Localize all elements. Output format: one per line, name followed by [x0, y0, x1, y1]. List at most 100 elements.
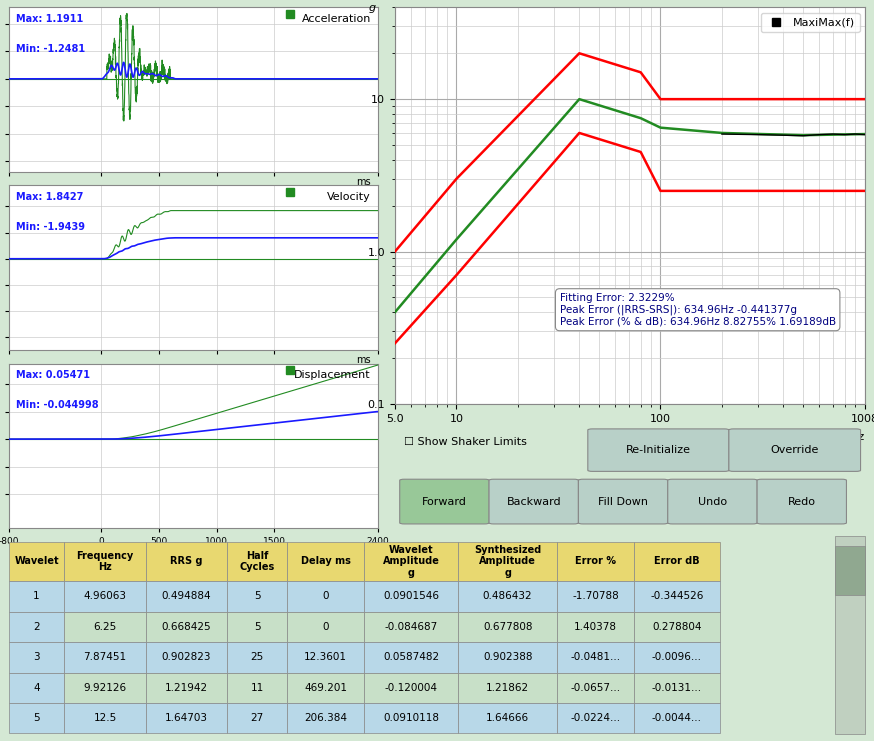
Bar: [458, 703, 557, 734]
Bar: [146, 673, 227, 703]
Text: 1: 1: [33, 591, 40, 602]
Text: 1.64666: 1.64666: [486, 713, 530, 723]
Bar: [557, 611, 634, 642]
Text: 9.92126: 9.92126: [84, 682, 127, 693]
Text: Max: 1.1911: Max: 1.1911: [16, 14, 83, 24]
Text: -0.084687: -0.084687: [385, 622, 438, 632]
Bar: [65, 703, 146, 734]
Text: Override: Override: [771, 445, 819, 455]
Text: 0.902388: 0.902388: [483, 652, 532, 662]
Bar: [458, 542, 557, 581]
Bar: [634, 542, 719, 581]
Text: 0.902823: 0.902823: [162, 652, 212, 662]
Text: 1.21942: 1.21942: [165, 682, 208, 693]
Text: 7.87451: 7.87451: [84, 652, 127, 662]
Text: ms: ms: [357, 177, 371, 187]
Bar: [364, 703, 458, 734]
Bar: [9, 703, 65, 734]
Bar: [364, 611, 458, 642]
Text: 0.0910118: 0.0910118: [384, 713, 440, 723]
Bar: [364, 673, 458, 703]
Text: Redo: Redo: [787, 496, 815, 507]
Bar: [836, 545, 865, 595]
Text: -0.344526: -0.344526: [650, 591, 704, 602]
FancyBboxPatch shape: [579, 479, 668, 524]
Text: Synthesized
Amplitude
g: Synthesized Amplitude g: [474, 545, 541, 578]
Bar: [557, 642, 634, 673]
Bar: [557, 673, 634, 703]
Bar: [9, 673, 65, 703]
Bar: [9, 642, 65, 673]
Text: 0.494884: 0.494884: [162, 591, 212, 602]
Text: Error %: Error %: [575, 556, 616, 566]
Text: Wavelet
Amplitude
g: Wavelet Amplitude g: [383, 545, 440, 578]
Text: Half
Cycles: Half Cycles: [239, 551, 274, 572]
Text: 1.21862: 1.21862: [486, 682, 530, 693]
Text: 11: 11: [251, 682, 264, 693]
Bar: [634, 703, 719, 734]
Bar: [836, 536, 865, 734]
Bar: [634, 642, 719, 673]
Bar: [227, 673, 288, 703]
Bar: [146, 542, 227, 581]
Bar: [9, 611, 65, 642]
Bar: [65, 673, 146, 703]
Text: Backward: Backward: [506, 496, 561, 507]
Text: 2: 2: [33, 622, 40, 632]
Text: Max: 0.05471: Max: 0.05471: [16, 370, 90, 380]
Bar: [634, 673, 719, 703]
Legend: MaxiMax(f): MaxiMax(f): [761, 13, 860, 32]
Bar: [557, 581, 634, 611]
Text: Error dB: Error dB: [654, 556, 700, 566]
Bar: [65, 581, 146, 611]
Text: RRS g: RRS g: [170, 556, 203, 566]
Bar: [288, 642, 364, 673]
Text: -0.0481...: -0.0481...: [571, 652, 621, 662]
Text: -0.0657...: -0.0657...: [571, 682, 621, 693]
Bar: [227, 703, 288, 734]
Text: 12.3601: 12.3601: [304, 652, 347, 662]
Text: 5: 5: [253, 591, 260, 602]
Bar: [364, 542, 458, 581]
Bar: [65, 611, 146, 642]
Text: -0.120004: -0.120004: [385, 682, 438, 693]
Text: 27: 27: [251, 713, 264, 723]
Text: 0.677808: 0.677808: [483, 622, 532, 632]
Text: Fitting Error: 2.3229%
Peak Error (|RRS-SRS|): 634.96Hz -0.441377g
Peak Error (%: Fitting Error: 2.3229% Peak Error (|RRS-…: [559, 293, 836, 327]
FancyBboxPatch shape: [668, 479, 757, 524]
Bar: [557, 542, 634, 581]
Text: ☐ Show Shaker Limits: ☐ Show Shaker Limits: [405, 436, 527, 447]
Bar: [458, 611, 557, 642]
Text: 3: 3: [33, 652, 40, 662]
FancyBboxPatch shape: [489, 479, 579, 524]
Bar: [227, 542, 288, 581]
Text: -0.0131...: -0.0131...: [652, 682, 702, 693]
Text: Delay ms: Delay ms: [301, 556, 350, 566]
FancyBboxPatch shape: [399, 479, 489, 524]
Text: 4: 4: [33, 682, 40, 693]
Bar: [458, 642, 557, 673]
Bar: [364, 642, 458, 673]
Text: 1.64703: 1.64703: [165, 713, 208, 723]
FancyBboxPatch shape: [588, 429, 729, 471]
Bar: [227, 642, 288, 673]
Text: Displacement: Displacement: [295, 370, 371, 380]
Text: Undo: Undo: [697, 496, 727, 507]
Text: ms: ms: [357, 548, 371, 558]
FancyBboxPatch shape: [757, 479, 846, 524]
Bar: [9, 581, 65, 611]
Text: g: g: [369, 4, 376, 13]
Bar: [146, 611, 227, 642]
Text: Re-Initialize: Re-Initialize: [626, 445, 690, 455]
Text: Max: 1.8427: Max: 1.8427: [16, 192, 84, 202]
Text: 6.25: 6.25: [94, 622, 117, 632]
Text: 469.201: 469.201: [304, 682, 347, 693]
Bar: [288, 673, 364, 703]
Text: Wavelet: Wavelet: [14, 556, 59, 566]
Text: Min: -1.2481: Min: -1.2481: [16, 44, 86, 53]
Text: 0.278804: 0.278804: [652, 622, 702, 632]
Text: 0.0587482: 0.0587482: [383, 652, 440, 662]
Text: Velocity: Velocity: [327, 192, 371, 202]
Text: 25: 25: [251, 652, 264, 662]
Bar: [288, 611, 364, 642]
